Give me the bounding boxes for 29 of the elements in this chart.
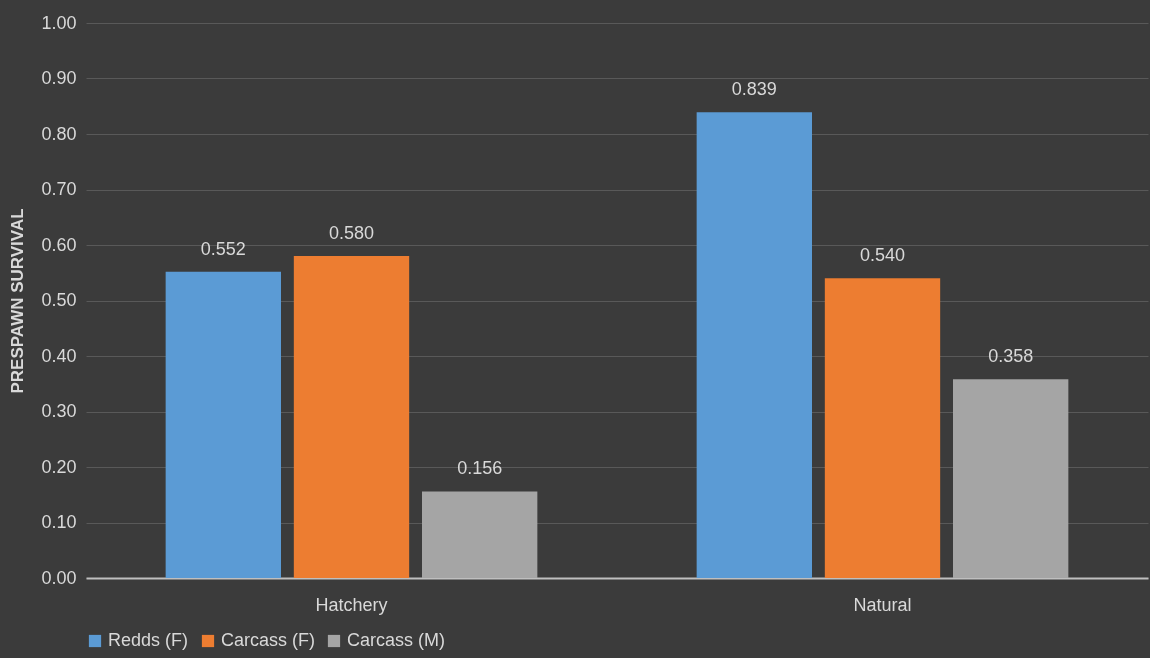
y-tick-label: 0.90 <box>41 68 77 88</box>
y-tick-label: 0.20 <box>41 456 77 477</box>
legend-label: Carcass (F) <box>221 630 315 650</box>
y-tick-label: 0.50 <box>41 290 77 310</box>
y-tick-label: 0.10 <box>41 512 77 532</box>
bar <box>293 256 410 578</box>
bar <box>952 379 1069 578</box>
data-label: 0.552 <box>200 238 246 259</box>
bar <box>824 278 941 578</box>
data-label: 0.156 <box>457 458 503 479</box>
data-label: 0.580 <box>328 223 375 244</box>
legend-label: Redds (F) <box>108 630 189 650</box>
bar <box>421 491 538 578</box>
legend-label: Carcass (M) <box>347 630 445 650</box>
data-label: 0.540 <box>859 245 906 266</box>
y-tick-label: 0.60 <box>41 234 77 255</box>
y-axis-title: PRESPAWN SURVIVAL <box>8 208 28 394</box>
bar <box>165 271 282 578</box>
bar <box>696 112 813 578</box>
x-tick-label: Natural <box>853 594 912 615</box>
y-tick-label: 0.30 <box>41 401 77 421</box>
y-tick-label: 0.40 <box>41 345 77 366</box>
y-tick-label: 0.80 <box>41 123 77 144</box>
x-tick-label: Hatchery <box>315 594 388 615</box>
y-tick-label: 0.70 <box>41 179 77 199</box>
data-label: 0.839 <box>731 79 777 100</box>
y-tick-label: 0.00 <box>41 567 77 588</box>
y-tick-label: 1.00 <box>41 12 77 33</box>
data-label: 0.358 <box>988 346 1034 367</box>
